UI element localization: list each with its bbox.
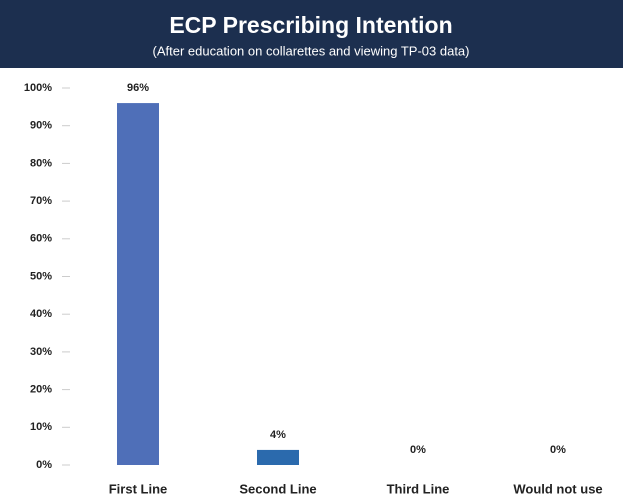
x-tick-label: First Line	[109, 481, 168, 496]
title-banner	[0, 0, 623, 68]
value-label: 96%	[127, 82, 149, 94]
y-tick-label: 60%	[30, 233, 52, 245]
y-tick-label: 80%	[30, 157, 52, 169]
y-tick-label: 20%	[30, 384, 52, 396]
y-tick-label: 100%	[24, 82, 52, 94]
chart-title: ECP Prescribing Intention	[169, 12, 452, 38]
y-tick-label: 90%	[30, 120, 52, 132]
bar	[257, 449, 299, 465]
x-tick-label: Second Line	[239, 481, 316, 496]
y-tick-label: 10%	[30, 421, 52, 433]
y-tick-label: 30%	[30, 346, 52, 358]
value-label: 4%	[270, 429, 286, 441]
y-tick-label: 40%	[30, 308, 52, 320]
value-label: 0%	[410, 444, 426, 456]
x-tick-label: Would not use	[513, 481, 602, 496]
y-tick-label: 50%	[30, 270, 52, 282]
x-tick-label: Third Line	[387, 481, 450, 496]
value-label: 0%	[550, 444, 566, 456]
y-tick-label: 0%	[36, 459, 52, 471]
chart-subtitle: (After education on collarettes and view…	[153, 43, 470, 58]
y-tick-label: 70%	[30, 195, 52, 207]
bar	[117, 103, 159, 465]
